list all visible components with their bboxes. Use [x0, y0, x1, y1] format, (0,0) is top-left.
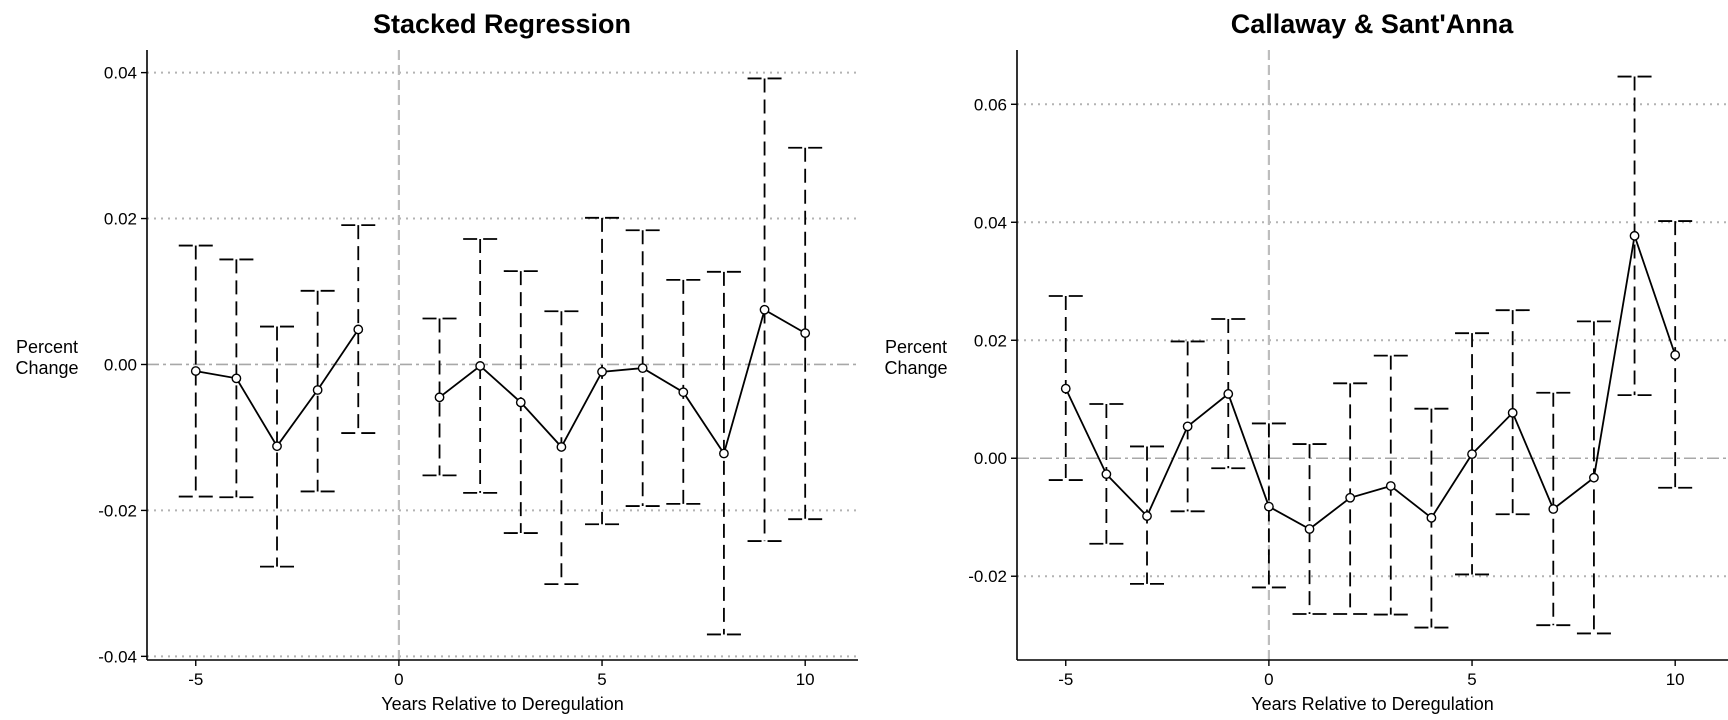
y-tick-label: 0.04	[974, 213, 1007, 232]
point-estimate-marker	[1142, 511, 1152, 521]
y-tick-label: 0.04	[104, 64, 137, 83]
x-tick-label: 5	[1467, 670, 1476, 689]
point-estimate-marker	[1589, 472, 1599, 483]
point-estimate-marker	[556, 442, 567, 452]
y-axis-title-line-2: Change	[15, 358, 78, 378]
point-estimate-marker	[1060, 383, 1071, 394]
x-tick-label: 0	[394, 670, 403, 689]
point-estimate-marker	[515, 397, 526, 408]
point-estimate-marker	[1304, 524, 1315, 534]
y-axis-title: Percent Change	[15, 337, 78, 378]
point-estimate-marker	[678, 387, 689, 398]
estimate-line	[1064, 235, 1677, 531]
point-estimate-marker	[1345, 492, 1356, 503]
point-estimate-marker	[1670, 350, 1681, 360]
y-axis-title-line-1: Percent	[885, 337, 947, 357]
point-estimate-marker	[1223, 389, 1234, 399]
point-estimate-marker	[190, 366, 201, 376]
y-axis-title: Percent Change	[884, 337, 947, 378]
y-tick-label: 0.02	[974, 331, 1007, 350]
point-estimate-marker	[1426, 512, 1437, 523]
point-estimate-marker	[434, 392, 445, 403]
x-tick-label: -5	[1058, 670, 1073, 689]
point-estimate-marker	[637, 363, 648, 374]
y-tick-label: -0.02	[968, 567, 1007, 586]
chart-panel-1: 0.04 0.02 0.00 -0.02 -0.04 -5 0 5 10 Stacked Regr…	[15, 9, 858, 714]
y-tick-label: 0.06	[974, 95, 1007, 114]
point-estimate-marker	[272, 441, 282, 452]
y-tick-label: -0.04	[98, 647, 137, 666]
y-tick-label: 0.00	[974, 449, 1007, 468]
point-estimate-marker	[719, 448, 729, 459]
point-estimate-marker	[1101, 469, 1112, 480]
point-estimate-marker	[312, 385, 323, 395]
x-tick-label: 5	[597, 670, 606, 689]
x-tick-label: 10	[1666, 670, 1685, 689]
point-estimate-marker	[353, 324, 364, 335]
x-axis-title: Years Relative to Deregulation	[1251, 694, 1493, 714]
chart-panel-2: 0.06 0.04 0.02 0.00 -0.02 -5 0 5 10 Callaway & Sa…	[884, 9, 1728, 714]
y-tick-label: -0.02	[98, 501, 137, 520]
point-estimate-marker	[231, 373, 242, 384]
point-estimate-marker	[800, 328, 811, 339]
estimate-line	[195, 328, 360, 448]
point-estimate-marker	[597, 366, 607, 377]
estimate-line	[438, 308, 806, 456]
x-tick-label: -5	[188, 670, 203, 689]
x-tick-label: 10	[796, 670, 815, 689]
y-axis-title-line-1: Percent	[16, 337, 78, 357]
y-tick-label: 0.02	[104, 210, 137, 229]
point-estimate-marker	[1182, 421, 1193, 432]
x-axis-title: Years Relative to Deregulation	[381, 694, 623, 714]
x-tick-label: 0	[1264, 670, 1273, 689]
point-estimate-marker	[475, 361, 486, 371]
point-estimate-marker	[1629, 230, 1640, 241]
point-estimate-marker	[1263, 501, 1274, 512]
point-estimate-marker	[1385, 481, 1396, 491]
point-estimate-marker	[1467, 449, 1477, 460]
y-axis-title-line-2: Change	[884, 358, 947, 378]
chart-title: Callaway & Sant'Anna	[1231, 9, 1514, 39]
y-tick-label: 0.00	[104, 355, 137, 374]
point-estimate-marker	[1548, 504, 1559, 514]
point-estimate-marker	[1507, 407, 1518, 418]
point-estimate-marker	[759, 304, 770, 315]
chart-title: Stacked Regression	[373, 9, 631, 39]
